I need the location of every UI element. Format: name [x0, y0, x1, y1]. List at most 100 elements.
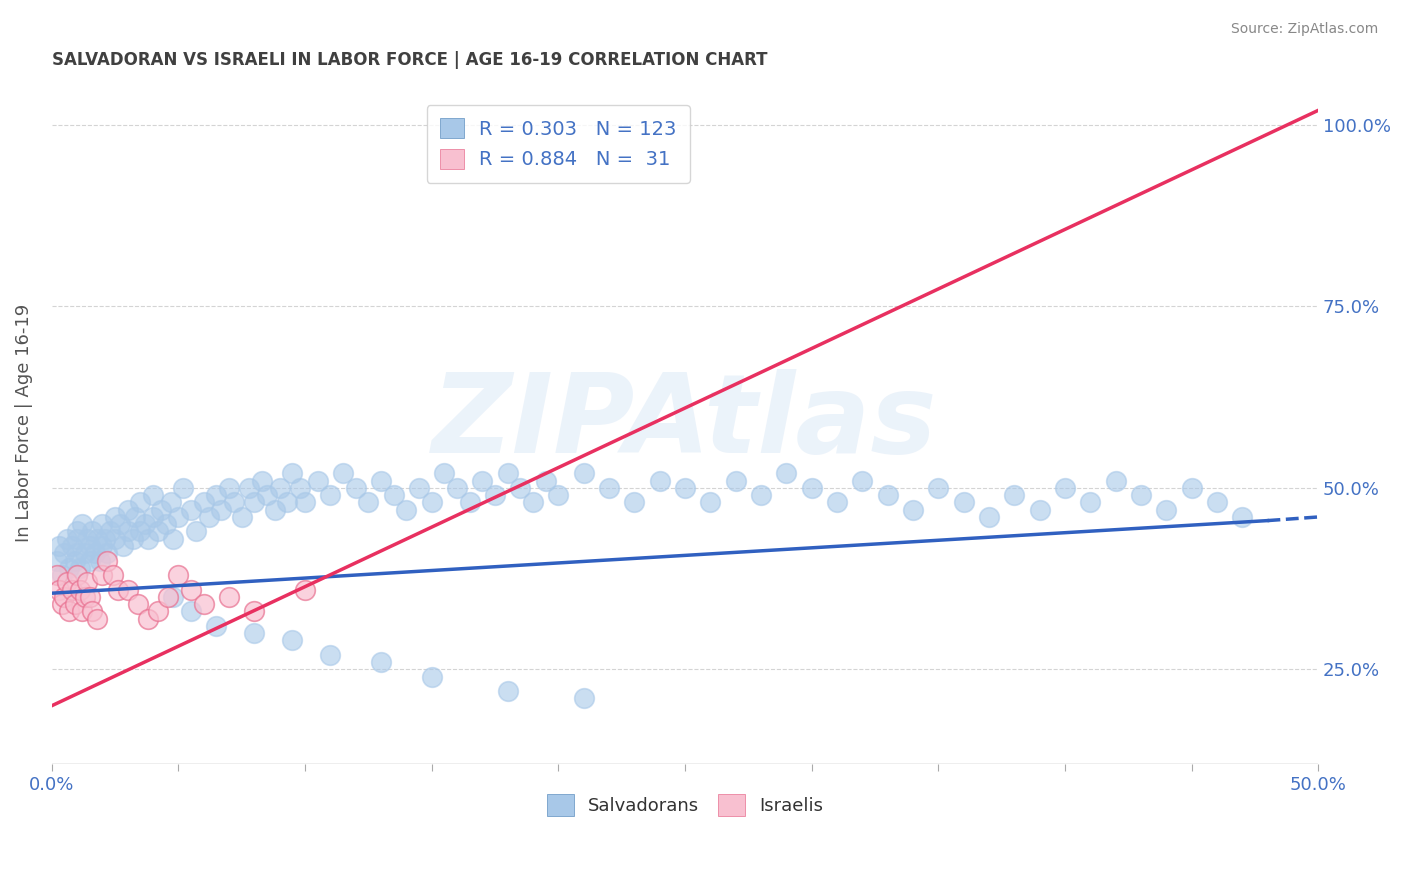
- Point: [193, 495, 215, 509]
- Point: [250, 474, 273, 488]
- Point: [256, 488, 278, 502]
- Point: [184, 524, 207, 539]
- Point: [319, 488, 342, 502]
- Text: Source: ZipAtlas.com: Source: ZipAtlas.com: [1230, 22, 1378, 37]
- Point: [73, 546, 96, 560]
- Point: [420, 670, 443, 684]
- Point: [155, 517, 177, 532]
- Point: [901, 502, 924, 516]
- Text: ZIPAtlas: ZIPAtlas: [432, 369, 938, 476]
- Point: [294, 582, 316, 597]
- Point: [534, 474, 557, 488]
- Point: [129, 495, 152, 509]
- Point: [952, 495, 974, 509]
- Point: [124, 510, 146, 524]
- Point: [382, 488, 405, 502]
- Point: [180, 502, 202, 516]
- Point: [104, 510, 127, 524]
- Point: [749, 488, 772, 502]
- Point: [269, 481, 291, 495]
- Point: [70, 517, 93, 532]
- Point: [53, 590, 76, 604]
- Point: [129, 524, 152, 539]
- Point: [48, 539, 70, 553]
- Point: [136, 532, 159, 546]
- Point: [876, 488, 898, 502]
- Point: [294, 495, 316, 509]
- Point: [157, 590, 180, 604]
- Point: [63, 553, 86, 567]
- Point: [205, 488, 228, 502]
- Point: [66, 524, 89, 539]
- Point: [243, 604, 266, 618]
- Point: [79, 539, 101, 553]
- Point: [146, 604, 169, 618]
- Point: [51, 568, 73, 582]
- Point: [83, 546, 105, 560]
- Point: [211, 502, 233, 516]
- Point: [572, 691, 595, 706]
- Point: [86, 612, 108, 626]
- Point: [1129, 488, 1152, 502]
- Point: [197, 510, 219, 524]
- Point: [276, 495, 298, 509]
- Point: [307, 474, 329, 488]
- Point: [471, 474, 494, 488]
- Y-axis label: In Labor Force | Age 16-19: In Labor Force | Age 16-19: [15, 303, 32, 541]
- Point: [205, 619, 228, 633]
- Point: [344, 481, 367, 495]
- Point: [851, 474, 873, 488]
- Point: [1104, 474, 1126, 488]
- Point: [496, 467, 519, 481]
- Point: [1002, 488, 1025, 502]
- Point: [623, 495, 645, 509]
- Point: [89, 553, 111, 567]
- Point: [288, 481, 311, 495]
- Point: [370, 474, 392, 488]
- Point: [48, 582, 70, 597]
- Point: [69, 561, 91, 575]
- Point: [73, 590, 96, 604]
- Point: [927, 481, 949, 495]
- Point: [76, 575, 98, 590]
- Point: [673, 481, 696, 495]
- Point: [134, 517, 156, 532]
- Point: [484, 488, 506, 502]
- Point: [91, 539, 114, 553]
- Text: SALVADORAN VS ISRAELI IN LABOR FORCE | AGE 16-19 CORRELATION CHART: SALVADORAN VS ISRAELI IN LABOR FORCE | A…: [52, 51, 768, 69]
- Point: [53, 546, 76, 560]
- Point: [648, 474, 671, 488]
- Point: [1180, 481, 1202, 495]
- Point: [142, 510, 165, 524]
- Point: [1205, 495, 1227, 509]
- Point: [45, 553, 67, 567]
- Point: [319, 648, 342, 662]
- Point: [69, 582, 91, 597]
- Legend: Salvadorans, Israelis: Salvadorans, Israelis: [540, 787, 831, 823]
- Point: [180, 604, 202, 618]
- Point: [94, 532, 117, 546]
- Point: [281, 467, 304, 481]
- Point: [98, 524, 121, 539]
- Point: [825, 495, 848, 509]
- Point: [408, 481, 430, 495]
- Point: [332, 467, 354, 481]
- Point: [446, 481, 468, 495]
- Point: [800, 481, 823, 495]
- Point: [509, 481, 531, 495]
- Point: [76, 532, 98, 546]
- Point: [522, 495, 544, 509]
- Point: [1230, 510, 1253, 524]
- Point: [79, 590, 101, 604]
- Point: [111, 539, 134, 553]
- Point: [91, 568, 114, 582]
- Point: [60, 582, 83, 597]
- Point: [117, 502, 139, 516]
- Point: [58, 561, 80, 575]
- Point: [51, 597, 73, 611]
- Point: [149, 502, 172, 516]
- Point: [180, 582, 202, 597]
- Point: [91, 517, 114, 532]
- Point: [243, 626, 266, 640]
- Point: [238, 481, 260, 495]
